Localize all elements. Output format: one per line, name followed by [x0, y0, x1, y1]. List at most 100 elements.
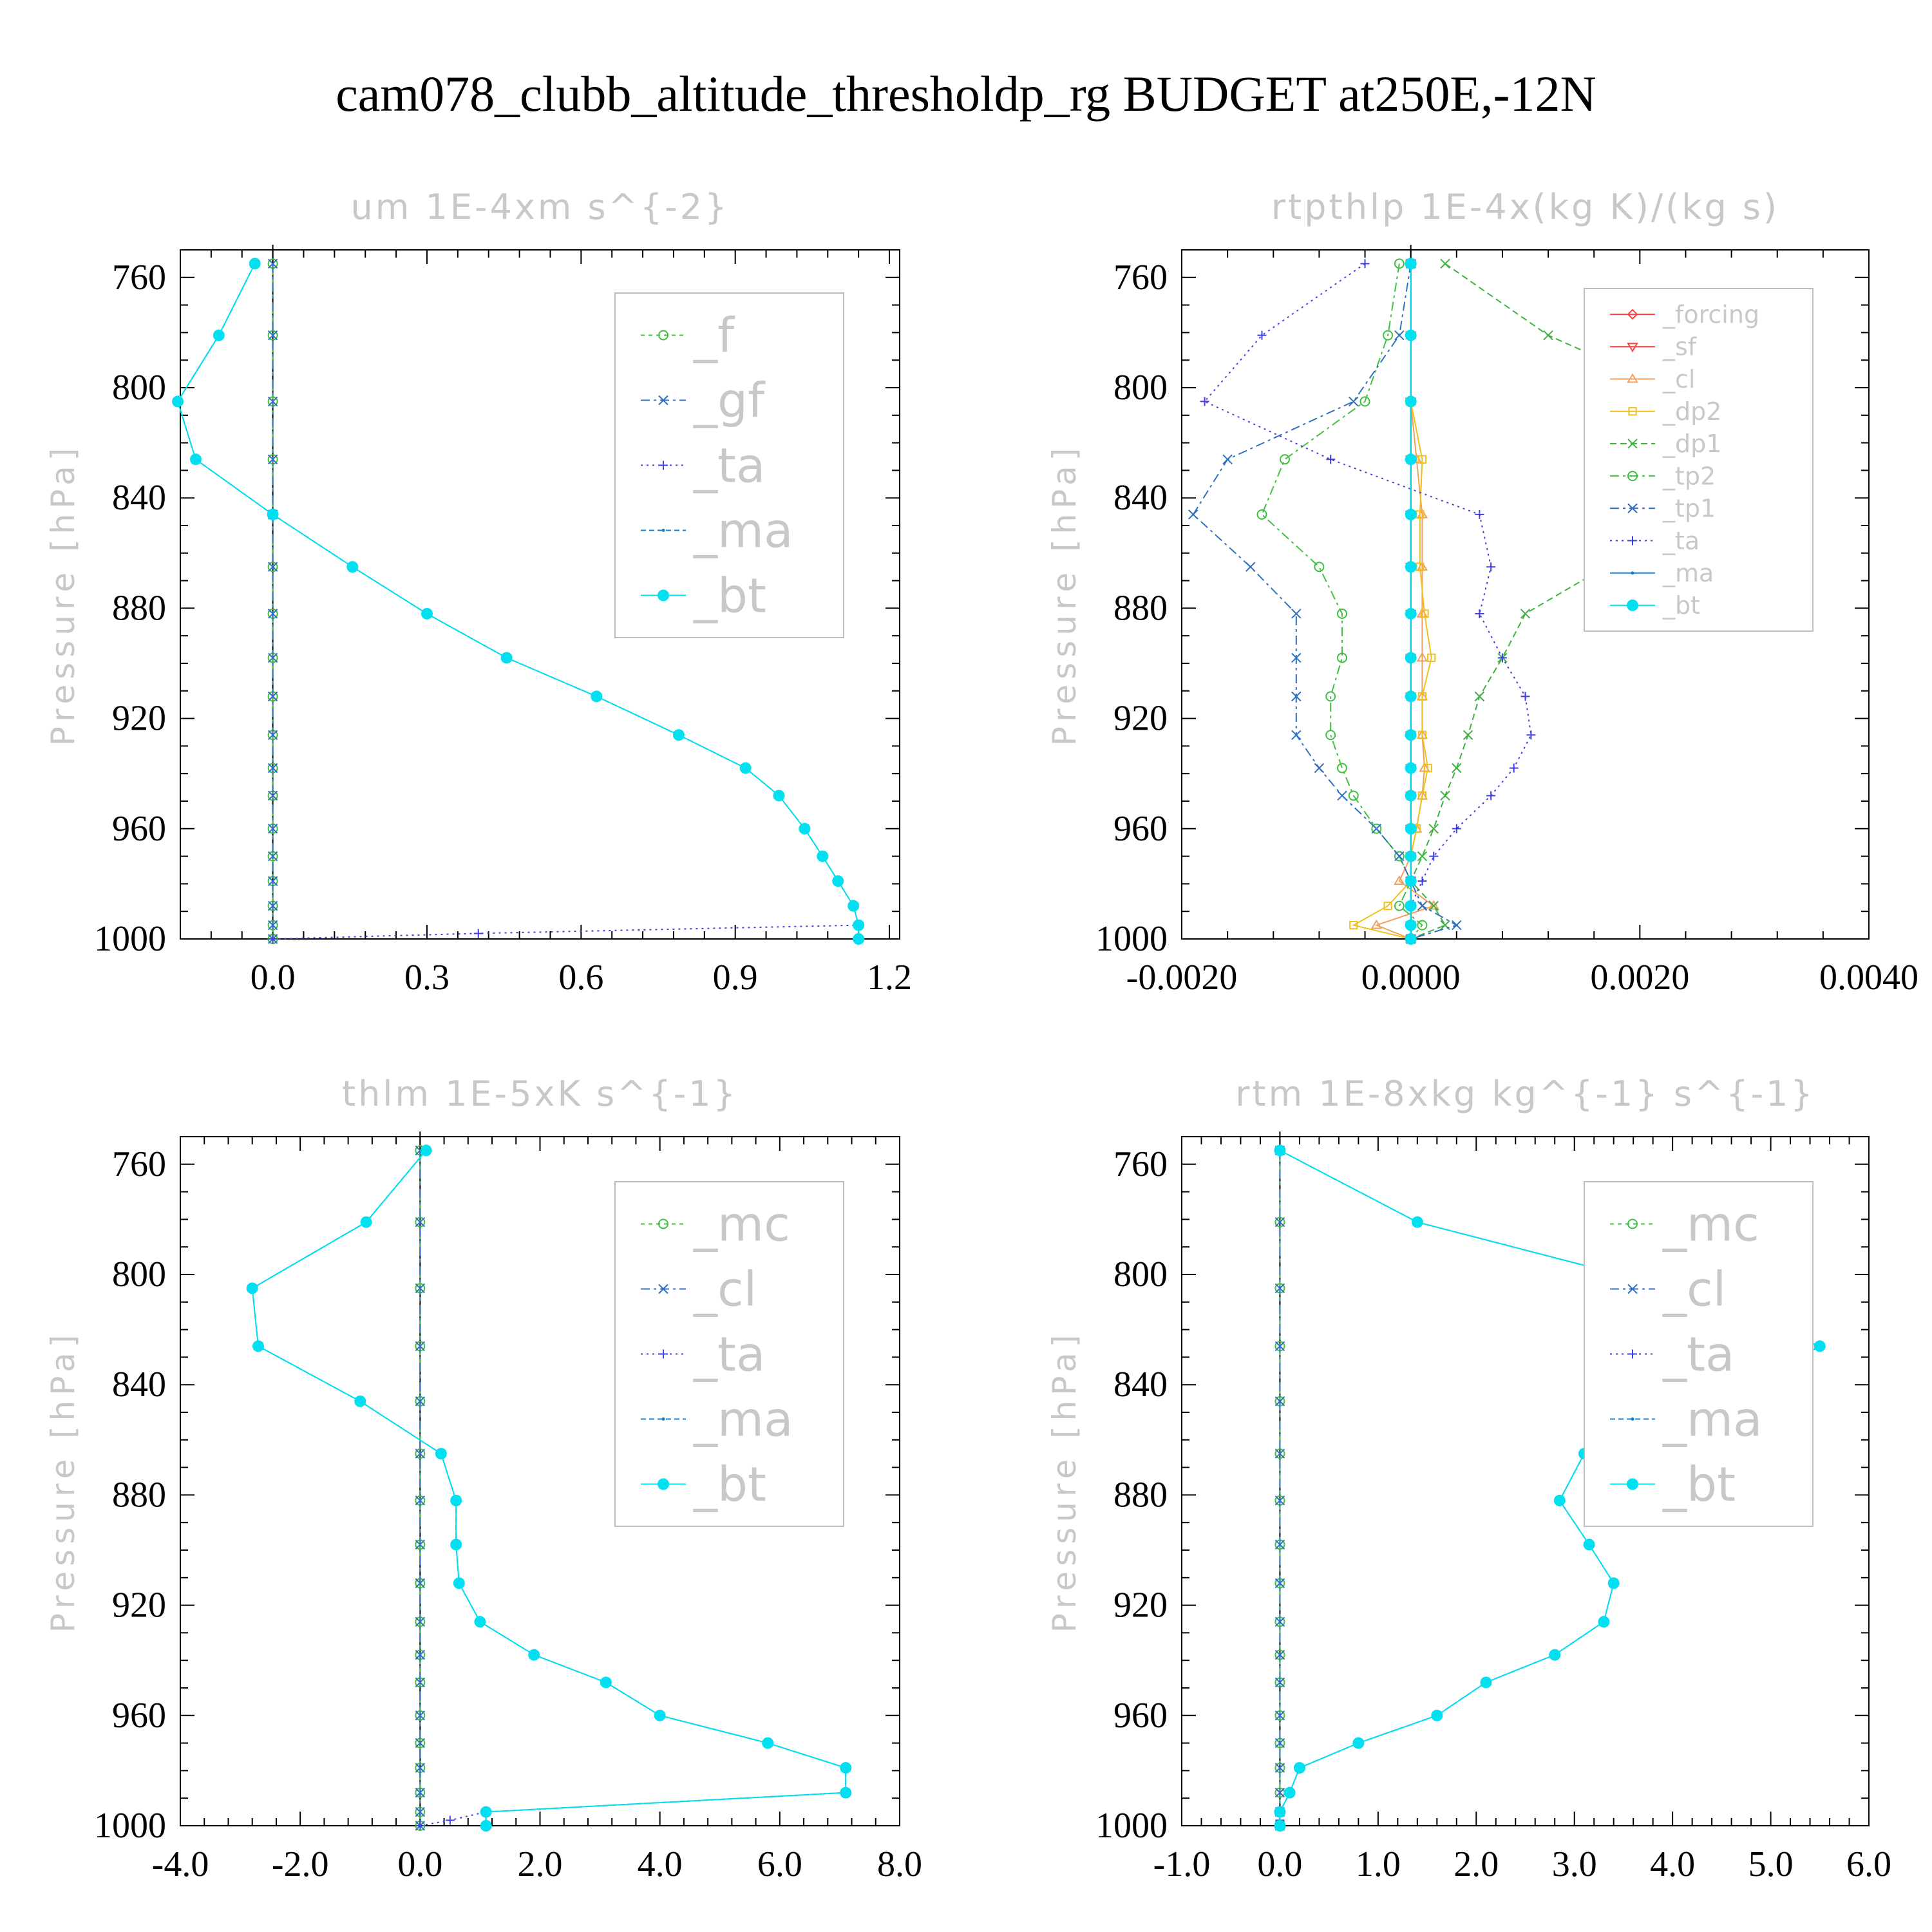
data-point: [500, 652, 513, 664]
legend-label: _ta: [1662, 1327, 1734, 1382]
data-point: [1405, 258, 1417, 270]
legend: _f _gf _ta _ma _bt: [614, 292, 844, 638]
data-point: [1417, 851, 1428, 862]
data-point: [1480, 1676, 1492, 1689]
x-tick-label: 6.0: [1846, 1844, 1891, 1884]
data-point: [840, 1786, 852, 1799]
data-point: [1394, 330, 1405, 341]
data-point: [453, 1577, 465, 1589]
data-point: [415, 1341, 426, 1351]
data-point: [1428, 900, 1439, 910]
x-tick-label: 0.0000: [1361, 958, 1461, 998]
legend-marker: [661, 529, 665, 532]
data-point: [1274, 1806, 1286, 1818]
data-point: [1274, 1539, 1285, 1550]
data-point: [1553, 1494, 1566, 1506]
data-point: [1245, 562, 1256, 572]
data-point: [1274, 1820, 1286, 1832]
data-point: [1274, 1144, 1286, 1157]
y-axis-label: Pressure [hPa]: [44, 443, 82, 746]
data-point: [1428, 900, 1439, 911]
data-point: [415, 1448, 426, 1459]
legend-label: _bt: [693, 568, 766, 623]
data-point: [415, 1396, 426, 1406]
data-point: [1405, 875, 1417, 887]
data-point: [1486, 791, 1496, 800]
legend-label: _bt: [1662, 591, 1700, 620]
data-point: [1274, 1495, 1285, 1506]
data-point: [267, 652, 278, 663]
data-point: [1291, 691, 1302, 702]
data-point: [1293, 1762, 1305, 1774]
data-point: [1394, 875, 1405, 886]
legend-marker: [1627, 439, 1638, 449]
data-point: [1405, 395, 1417, 408]
x-tick-label: 0.6: [558, 958, 603, 998]
y-tick-label: 760: [112, 258, 166, 298]
data-point: [1257, 330, 1267, 340]
legend-label: _bt: [693, 1457, 766, 1512]
data-point: [1370, 919, 1383, 929]
chart-panel-2: rtpthlp 1E-4x(kg K)/(kg s) Pressure [hPa]…: [1046, 187, 1918, 998]
series-line: [272, 924, 859, 940]
data-point: [267, 900, 278, 911]
data-point: [853, 933, 865, 945]
data-point: [473, 929, 483, 938]
data-point: [268, 934, 278, 943]
data-point: [415, 1616, 426, 1627]
data-point: [1543, 330, 1553, 341]
panel-title: thlm 1E-5xK s^{-1}: [342, 1074, 738, 1114]
y-tick-label: 800: [1113, 368, 1168, 408]
y-tick-label: 840: [112, 1365, 166, 1405]
data-point: [1222, 454, 1233, 464]
legend-box: [1584, 288, 1814, 632]
y-tick-label: 760: [1113, 258, 1168, 298]
data-point: [480, 1820, 492, 1832]
panel-title: rtpthlp 1E-4x(kg K)/(kg s): [1271, 187, 1779, 227]
data-point: [1383, 902, 1392, 911]
legend-marker: [1627, 308, 1638, 320]
data-point: [1405, 919, 1417, 931]
data-point: [1405, 790, 1417, 802]
data-point: [172, 395, 184, 408]
data-point: [415, 1217, 426, 1227]
data-point: [1411, 1216, 1423, 1228]
x-tick-label: 1.2: [867, 958, 912, 998]
data-point: [415, 1649, 426, 1660]
data-point: [450, 1494, 462, 1506]
y-tick-label: 840: [1113, 478, 1168, 518]
legend-label: _mc: [693, 1197, 790, 1252]
data-point: [360, 1216, 372, 1228]
data-point: [415, 1578, 426, 1589]
data-point: [1417, 455, 1427, 464]
data-point: [1274, 1283, 1285, 1294]
data-point: [1520, 609, 1531, 619]
data-point: [1405, 762, 1417, 774]
data-point: [189, 453, 202, 466]
data-point: [1314, 762, 1325, 773]
legend-marker: [658, 1478, 669, 1490]
x-tick-label: 0.0020: [1590, 958, 1689, 998]
data-point: [415, 1806, 426, 1817]
data-point: [1314, 562, 1325, 573]
data-point: [1417, 730, 1427, 739]
data-point: [1486, 562, 1496, 572]
data-point: [267, 790, 278, 801]
data-point: [762, 1737, 774, 1749]
data-point: [420, 1144, 432, 1157]
data-point: [817, 850, 829, 862]
data-point: [1274, 1616, 1285, 1627]
data-point: [1280, 454, 1291, 465]
x-tick-label: 0.0: [1257, 1844, 1302, 1884]
y-tick-label: 920: [1113, 1586, 1168, 1625]
data-point: [1405, 933, 1417, 945]
legend-marker: [1628, 407, 1637, 416]
data-point: [1405, 850, 1417, 862]
x-tick-label: 6.0: [757, 1844, 802, 1884]
legend-marker: [658, 330, 668, 341]
data-point: [1607, 1577, 1620, 1589]
y-tick-label: 880: [1113, 588, 1168, 628]
x-tick-label: 4.0: [1650, 1844, 1695, 1884]
legend-marker: [1627, 1218, 1638, 1229]
